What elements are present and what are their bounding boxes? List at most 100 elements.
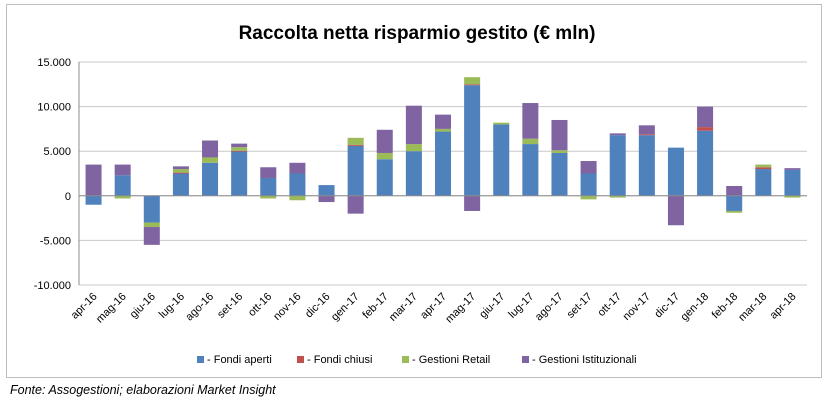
bar-segment [551,119,568,151]
x-tick-label: giu-16 [128,291,158,321]
bar-segment [609,195,626,198]
bar-segment [784,169,801,196]
bar-segment [726,185,743,196]
legend-label: - Fondi aperti [207,354,272,366]
chart-frame: Raccolta netta risparmio gestito (€ mln)… [6,4,822,378]
y-tick-label: -5.000 [40,235,71,247]
bar-segment [347,145,364,196]
bar-segment [755,164,772,168]
bar-segment [405,144,422,152]
bar-segment [231,151,248,196]
bar-segment [143,222,160,228]
bar-segment [697,106,714,128]
bar-segment [405,105,422,145]
bar-segment [464,85,481,196]
bar-segment [347,144,364,146]
bar-segment [114,164,131,176]
chart-title: Raccolta netta risparmio gestito (€ mln) [239,23,596,44]
x-tick-label: feb-17 [360,291,391,322]
bar-segment [434,128,452,132]
bar-segment [522,103,539,139]
bar-segment [580,161,597,174]
x-tick-label: mar-17 [387,291,420,324]
x-tick-label: ago-17 [533,291,566,324]
bar-segment [697,127,714,131]
bar-segment [289,173,306,196]
bar-segment [580,195,597,200]
bar-segment [667,147,684,196]
bar-segment [231,147,248,151]
x-tick-label: ott-17 [595,291,623,319]
bar-segment [143,195,160,223]
x-tick-label: nov-16 [271,291,303,323]
legend-swatch [197,356,204,363]
x-tick-label: gen-18 [678,291,711,324]
bar-segment [318,195,335,203]
y-tick-label: 10.000 [37,102,71,114]
bars [85,77,801,245]
bar-segment [755,167,772,170]
bar-segment [376,159,393,196]
x-tick-label: ago-16 [183,291,216,324]
x-tick-label: mag-16 [94,291,129,326]
y-tick-label: -10.000 [34,280,71,292]
bar-segment [434,131,452,196]
bar-segment [638,135,655,196]
x-tick-label: gen-17 [329,291,362,324]
bar-segment [172,172,189,174]
bar-segment [609,133,626,136]
y-tick-label: 0 [65,191,71,203]
bar-segment [347,195,364,214]
bar-segment [551,150,568,153]
bar-segment [172,173,189,196]
x-tick-label: apr-18 [768,291,799,322]
legend-swatch [297,356,304,363]
bar-segment [638,125,655,135]
x-tick-label: lug-17 [506,291,536,321]
bar-segment [85,164,102,196]
bar-segment [376,129,393,153]
x-tick-label: dic-16 [303,291,333,321]
x-tick-label: dic-17 [652,291,682,321]
bar-segment [172,169,189,173]
bar-segment [260,167,277,178]
bar-segment [172,166,189,170]
y-tick-label: 15.000 [37,57,71,69]
x-tick-label: ott-16 [246,291,274,319]
x-tick-label: set-16 [215,291,245,321]
bar-segment [609,135,626,196]
bar-segment [85,195,102,205]
bar-segment [522,144,539,196]
bar-segment [231,150,248,152]
bar-segment [726,210,743,213]
bar-segment [318,185,335,196]
bar-segment [114,195,131,199]
bar-segment [784,195,801,198]
bar-segment [667,195,684,226]
legend: - Fondi aperti - Fondi chiusi - Gestioni R… [197,354,637,366]
bar-segment [464,84,481,86]
legend-swatch [402,356,409,363]
x-tick-label: giu-17 [477,291,507,321]
x-tick-label: mag-17 [443,291,478,326]
bar-segment [551,152,568,196]
legend-label: - Gestioni Retail [412,354,490,366]
bar-segment [726,195,743,211]
bar-chart: Raccolta netta risparmio gestito (€ mln)… [34,23,807,366]
x-tick-label: lug-16 [157,291,187,321]
x-tick-label: mar-18 [736,291,769,324]
bar-segment [289,195,306,201]
y-tick-label: 5.000 [43,146,71,158]
bar-segment [493,122,510,125]
bar-segment [522,138,539,145]
bar-segment [114,175,131,196]
legend-swatch [522,356,529,363]
bar-segment [464,195,481,211]
bar-segment [260,195,277,199]
source-note: Fonte: Assogestioni; elaborazioni Market… [10,383,276,397]
bar-segment [784,168,801,170]
bar-segment [580,173,597,196]
bar-segment [202,162,219,196]
legend-label: - Fondi chiusi [307,354,372,366]
